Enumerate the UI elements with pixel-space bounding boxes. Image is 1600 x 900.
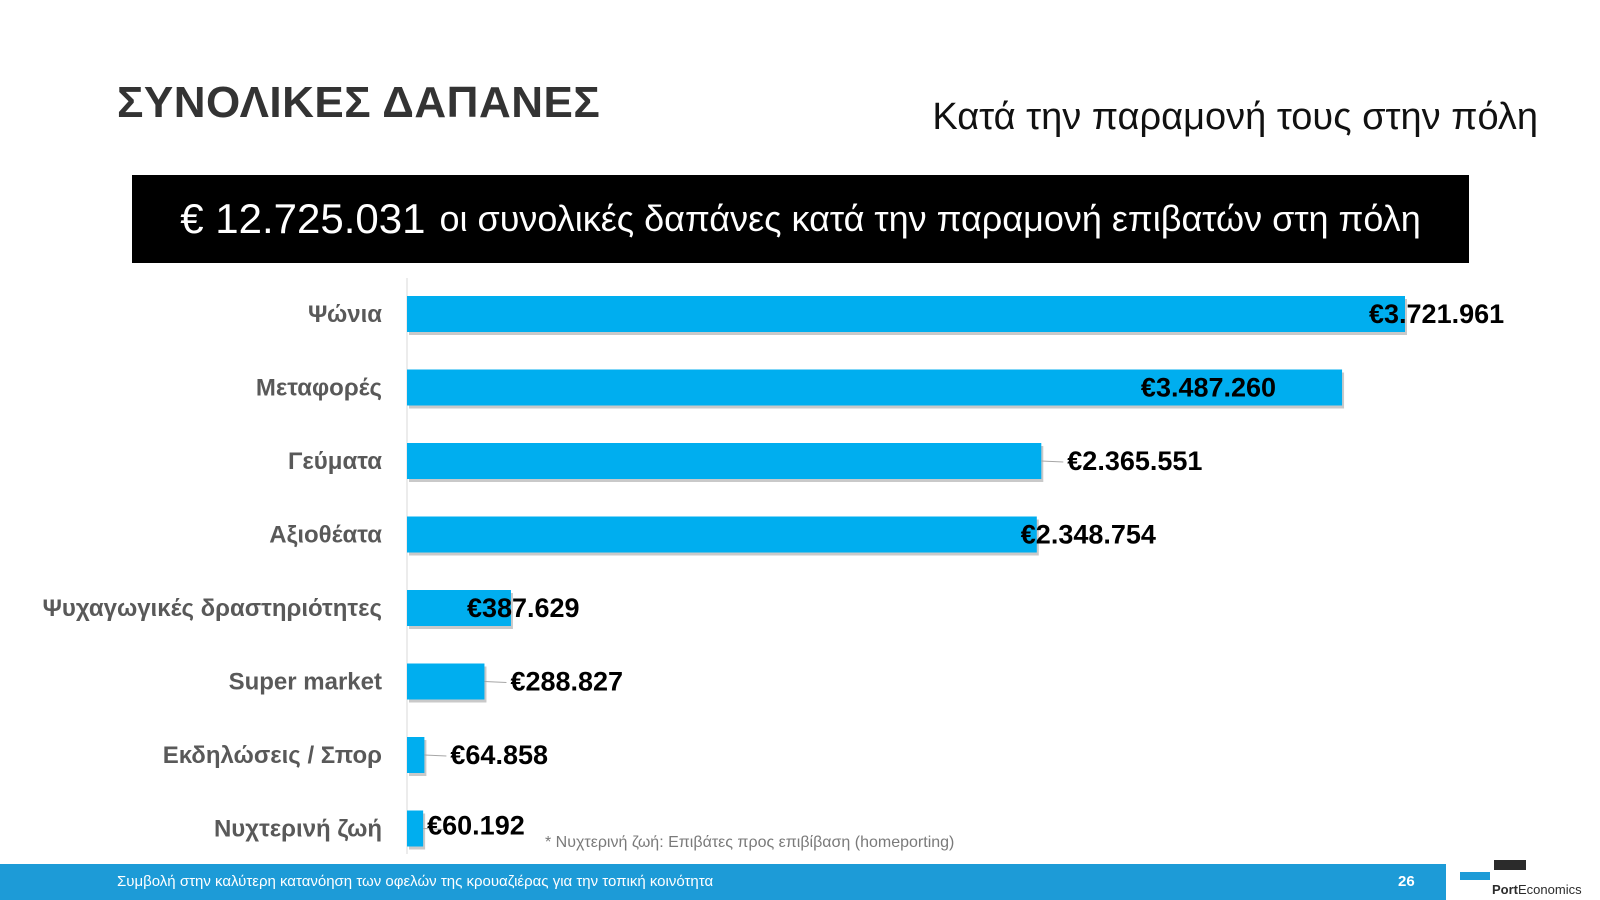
- total-banner-text: οι συνολικές δαπάνες κατά την παραμονή ε…: [439, 198, 1421, 239]
- category-label: Νυχτερινή ζωή: [214, 816, 382, 843]
- bar: [407, 369, 1343, 406]
- bar: [407, 590, 511, 626]
- category-label: Αξιοθέατα: [269, 522, 382, 549]
- page-subtitle: Κατά την παραμονή τους στην πόλη: [932, 96, 1538, 138]
- footnote: * Νυχτερινή ζωή: Επιβάτες προς επιβίβαση…: [545, 834, 955, 851]
- data-label: €3.721.961: [1369, 299, 1504, 329]
- data-label: €2.348.754: [1021, 520, 1156, 550]
- footer-bar: Συμβολή στην καλύτερη κατανόηση των οφελ…: [0, 864, 1446, 900]
- data-label: €3.487.260: [1141, 373, 1276, 403]
- logo-mark-blue: [1460, 872, 1490, 880]
- category-label: Εκδηλώσεις / Σπορ: [163, 742, 382, 769]
- total-amount: € 12.725.031: [180, 195, 426, 242]
- category-label: Γεύματα: [288, 448, 382, 475]
- total-banner: € 12.725.031 οι συνολικές δαπάνες κατά τ…: [132, 175, 1469, 263]
- category-label: Ψυχαγωγικές δραστηριότητες: [43, 595, 383, 622]
- data-label: €60.192: [427, 811, 525, 841]
- logo-text-economics: Economics: [1518, 882, 1582, 897]
- bar: [407, 443, 1042, 479]
- logo-text: PortEconomics: [1492, 882, 1582, 897]
- expenses-bar-chart: Ψώνια €3.721.961 Μεταφορές €3.487.260 Γεύματ…: [43, 278, 1504, 854]
- leader-line: [484, 681, 507, 683]
- logo-mark-dark: [1494, 860, 1526, 870]
- page-number: 26: [1398, 873, 1415, 890]
- porteconomics-logo: PortEconomics: [1460, 860, 1600, 900]
- bar: [407, 663, 485, 700]
- data-label: €64.858: [450, 740, 548, 770]
- bar: [407, 737, 425, 773]
- category-label: Μεταφορές: [256, 375, 382, 402]
- page-title: ΣΥΝΟΛΙΚΕΣ ΔΑΠΑΝΕΣ: [117, 78, 601, 127]
- bar: [407, 516, 1037, 553]
- leader-line: [1041, 460, 1064, 463]
- leader-line: [423, 828, 446, 830]
- category-label: Super market: [229, 669, 382, 696]
- logo-text-port: Port: [1492, 882, 1518, 897]
- leader-line: [424, 754, 447, 757]
- bar: [407, 810, 424, 847]
- data-label: €288.827: [510, 667, 623, 697]
- data-label: €387.629: [467, 593, 580, 623]
- data-label: €2.365.551: [1067, 446, 1202, 476]
- category-label: Ψώνια: [308, 301, 382, 328]
- bar: [407, 296, 1405, 332]
- footer-text: Συμβολή στην καλύτερη κατανόηση των οφελ…: [117, 873, 714, 890]
